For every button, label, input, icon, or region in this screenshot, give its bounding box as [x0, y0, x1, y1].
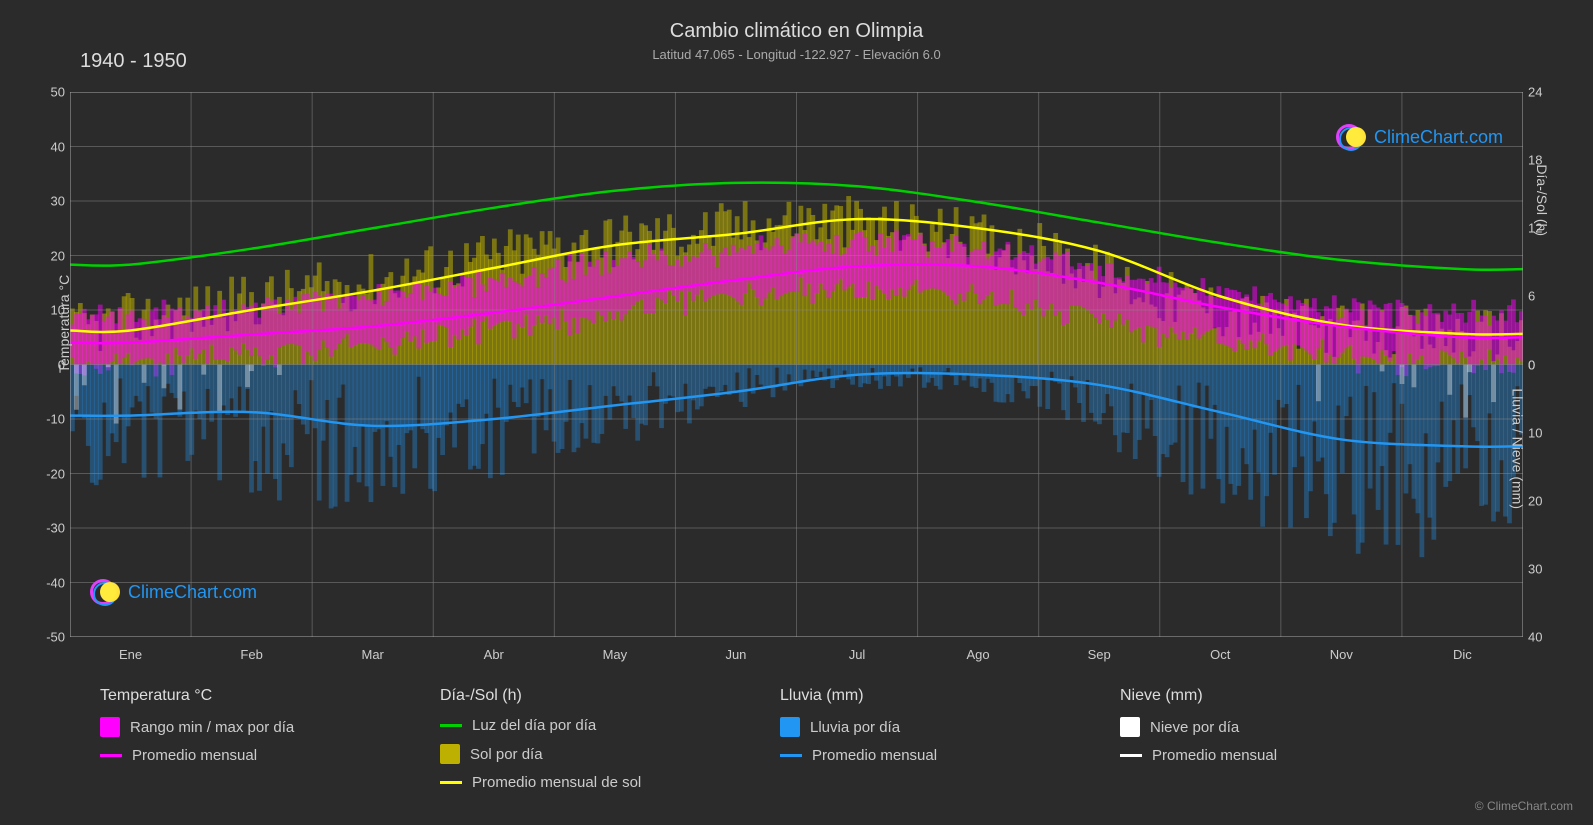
legend-swatch	[100, 717, 120, 737]
copyright-text: © ClimeChart.com	[1475, 799, 1573, 813]
y-tick-left: -10	[46, 412, 65, 427]
y-tick-left: -20	[46, 466, 65, 481]
watermark-bottom: ClimeChart.com	[90, 577, 257, 607]
x-tick: Nov	[1281, 647, 1402, 662]
legend-item: Sol por día	[440, 744, 720, 764]
y-tick-left: -30	[46, 521, 65, 536]
year-range-label: 1940 - 1950	[80, 50, 187, 73]
x-axis: EneFebMarAbrMayJunJulAgoSepOctNovDic	[70, 647, 1523, 662]
legend-item-label: Lluvia por día	[810, 719, 900, 736]
y-axis-right-top-label: Día-/Sol (h)	[1534, 165, 1550, 237]
y-tick-right: 24	[1528, 85, 1542, 100]
y-axis-right-bottom: 010203040	[1523, 365, 1553, 638]
y-tick-left: -50	[46, 630, 65, 645]
legend-swatch	[100, 754, 122, 757]
legend-item: Promedio mensual	[780, 747, 1060, 764]
x-tick: Ago	[918, 647, 1039, 662]
legend-group-title: Nieve (mm)	[1120, 687, 1400, 705]
y-tick-right: 10	[1528, 425, 1542, 440]
legend: Temperatura °C Rango min / max por día Pro…	[70, 687, 1523, 801]
legend-item-label: Luz del día por día	[472, 717, 596, 734]
climechart-logo-icon	[1336, 122, 1366, 152]
y-tick-left: 40	[51, 139, 65, 154]
legend-item-label: Promedio mensual	[1152, 747, 1277, 764]
x-tick: Sep	[1039, 647, 1160, 662]
legend-item-label: Promedio mensual	[132, 747, 257, 764]
legend-item-label: Nieve por día	[1150, 719, 1239, 736]
y-axis-right-bottom-label: Lluvia / Nieve (mm)	[1510, 388, 1526, 509]
legend-swatch	[1120, 754, 1142, 757]
legend-item-label: Promedio mensual de sol	[472, 774, 641, 791]
legend-group: Lluvia (mm) Lluvia por día Promedio mensua…	[780, 687, 1060, 801]
y-tick-right: 6	[1528, 289, 1535, 304]
x-tick: Abr	[433, 647, 554, 662]
legend-item: Promedio mensual de sol	[440, 774, 720, 791]
y-tick-right: 40	[1528, 630, 1542, 645]
x-tick: Mar	[312, 647, 433, 662]
x-tick: Dic	[1402, 647, 1523, 662]
legend-item-label: Promedio mensual	[812, 747, 937, 764]
climate-chart: Cambio climático en Olimpia Latitud 47.0…	[0, 0, 1593, 825]
legend-group-title: Día-/Sol (h)	[440, 687, 720, 705]
legend-swatch	[440, 744, 460, 764]
legend-swatch	[780, 754, 802, 757]
watermark-text: ClimeChart.com	[1374, 127, 1503, 148]
legend-swatch	[440, 724, 462, 727]
legend-group-title: Temperatura °C	[100, 687, 380, 705]
y-tick-left: 30	[51, 194, 65, 209]
legend-item: Lluvia por día	[780, 717, 1060, 737]
y-tick-left: -40	[46, 575, 65, 590]
legend-group-title: Lluvia (mm)	[780, 687, 1060, 705]
y-tick-right: 30	[1528, 561, 1542, 576]
x-tick: Ene	[70, 647, 191, 662]
chart-title: Cambio climático en Olimpia	[70, 20, 1523, 43]
grid-and-lines	[70, 92, 1523, 637]
y-tick-right: 20	[1528, 493, 1542, 508]
legend-swatch	[1120, 717, 1140, 737]
legend-group: Día-/Sol (h) Luz del día por día Sol por d…	[440, 687, 720, 801]
legend-item: Promedio mensual	[1120, 747, 1400, 764]
legend-swatch	[780, 717, 800, 737]
y-tick-right: 0	[1528, 357, 1535, 372]
legend-swatch	[440, 781, 462, 784]
watermark-top: ClimeChart.com	[1336, 122, 1503, 152]
x-tick: Oct	[1160, 647, 1281, 662]
legend-item: Promedio mensual	[100, 747, 380, 764]
y-axis-left-label: Temperatura °C	[56, 274, 72, 372]
watermark-text: ClimeChart.com	[128, 582, 257, 603]
legend-item: Rango min / max por día	[100, 717, 380, 737]
chart-subtitle: Latitud 47.065 - Longitud -122.927 - Ele…	[70, 47, 1523, 62]
plot-area: -50-40-30-20-1001020304050 Temperatura °…	[70, 92, 1523, 637]
legend-item: Luz del día por día	[440, 717, 720, 734]
legend-item-label: Rango min / max por día	[130, 719, 294, 736]
legend-item-label: Sol por día	[470, 746, 543, 763]
climechart-logo-icon	[90, 577, 120, 607]
y-tick-left: 50	[51, 85, 65, 100]
x-tick: Jul	[796, 647, 917, 662]
legend-item: Nieve por día	[1120, 717, 1400, 737]
x-tick: May	[554, 647, 675, 662]
legend-group: Nieve (mm) Nieve por día Promedio mensual	[1120, 687, 1400, 801]
x-tick: Jun	[675, 647, 796, 662]
y-tick-left: 20	[51, 248, 65, 263]
legend-group: Temperatura °C Rango min / max por día Pro…	[100, 687, 380, 801]
x-tick: Feb	[191, 647, 312, 662]
